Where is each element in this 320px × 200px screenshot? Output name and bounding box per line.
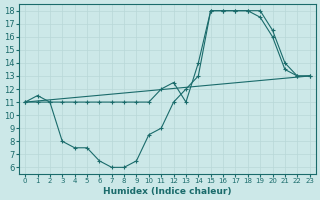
X-axis label: Humidex (Indice chaleur): Humidex (Indice chaleur) <box>103 187 232 196</box>
